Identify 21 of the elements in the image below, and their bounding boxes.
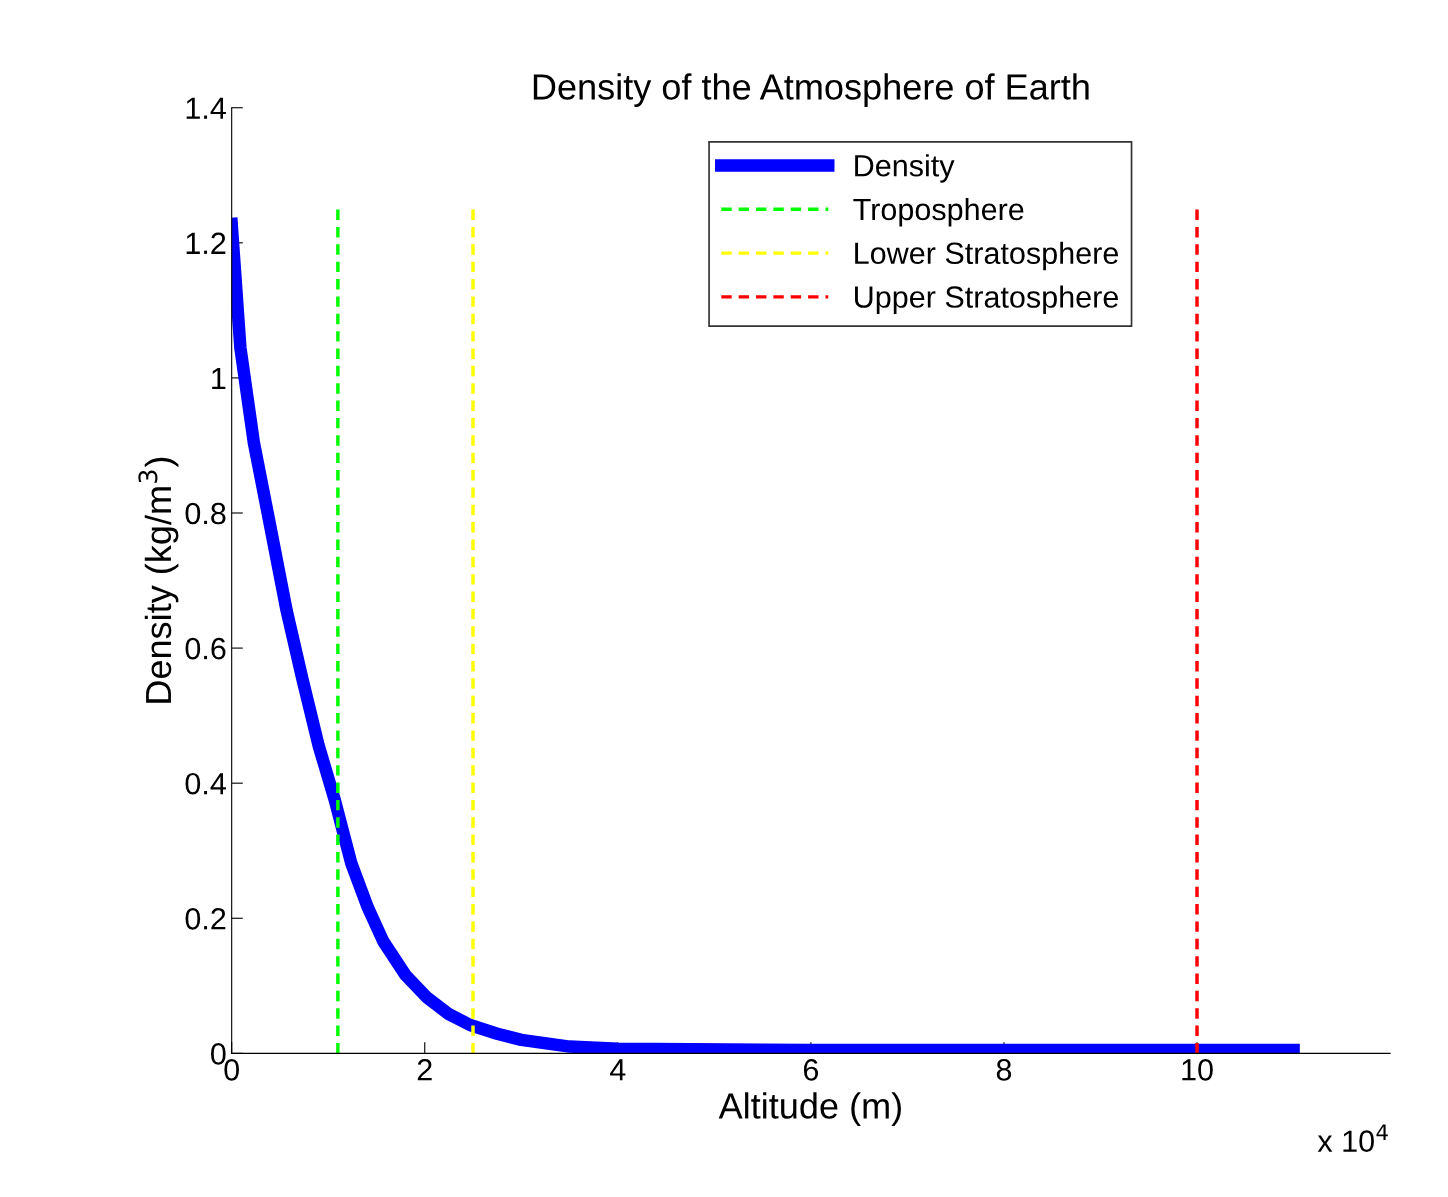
y-tick-label: 0.8 — [185, 502, 226, 525]
legend-label: Troposphere — [853, 197, 1024, 227]
x-tick-label: 6 — [803, 1059, 819, 1081]
y-tick-label: 1 — [212, 367, 226, 389]
y-tick-label: 0.4 — [185, 772, 226, 795]
y-tick-label: 0.6 — [185, 637, 226, 660]
y-tick-label: 1.4 — [186, 97, 226, 119]
legend-label: Density — [855, 154, 955, 183]
legend-label: Upper Stratosphere — [855, 285, 1118, 314]
y-tick-label: 1.2 — [186, 232, 226, 254]
x-tick-label: 4 — [610, 1059, 626, 1081]
x-axis-title: Altitude (m) — [718, 1092, 901, 1126]
y-tick-label: 0 — [211, 1043, 226, 1065]
x-tick-label: 2 — [417, 1059, 432, 1081]
legend-label: Lower Stratosphere — [855, 241, 1118, 271]
x-tick-label: 10 — [1182, 1059, 1213, 1081]
y-tick-label: 0.2 — [185, 908, 226, 930]
y-axis-title: Density (kg/m$^{3}$) — [138, 457, 179, 703]
text: x 10$^{4}$ — [1317, 1124, 1388, 1152]
chart-title: Density of the Atmosphere of Earth — [533, 73, 1089, 107]
x-tick-label: 8 — [996, 1059, 1012, 1081]
